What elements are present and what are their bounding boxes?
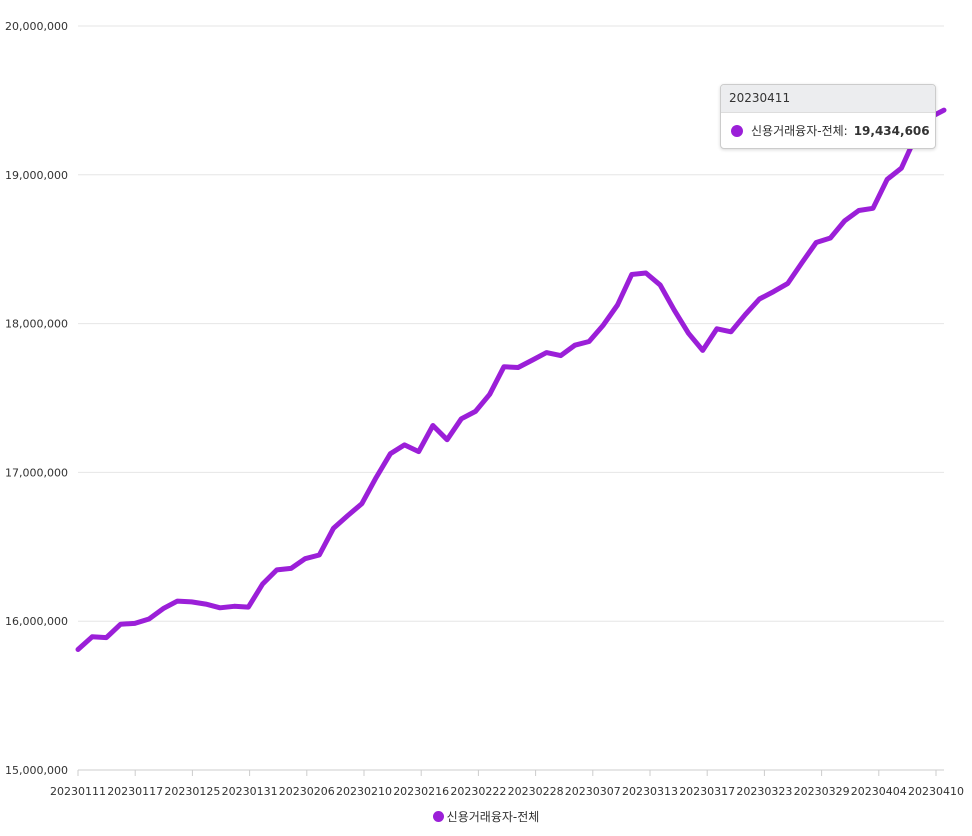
- x-tick-label: 20230222: [450, 785, 506, 798]
- tooltip-series-dot: [731, 125, 743, 137]
- x-tick-label: 20230410: [908, 785, 964, 798]
- x-tick-label: 20230125: [164, 785, 220, 798]
- tooltip-value: 19,434,606: [853, 124, 930, 138]
- y-tick-label: 20,000,000: [5, 20, 68, 33]
- series-layer: [75, 107, 947, 652]
- legend-series-label[interactable]: 신용거래융자-전체: [446, 810, 540, 824]
- y-tick-label: 16,000,000: [5, 615, 68, 628]
- x-tick-label: 20230210: [336, 785, 392, 798]
- y-tick-label: 15,000,000: [5, 764, 68, 777]
- tooltip-series-label: 신용거래융자-전체:: [751, 124, 848, 138]
- x-axis: 20230111 20230117 20230125 20230131 20230206…: [50, 769, 964, 798]
- x-tick-label: 20230111: [50, 785, 106, 798]
- x-tick-label: 20230323: [736, 785, 792, 798]
- x-tick-label: 20230404: [851, 785, 907, 798]
- series-line[interactable]: [75, 107, 947, 652]
- tooltip-date: 20230411: [721, 85, 935, 113]
- y-tick-label: 17,000,000: [5, 466, 68, 479]
- x-tick-label: 20230228: [508, 785, 564, 798]
- x-tick-label: 20230117: [107, 785, 163, 798]
- x-tick-label: 20230329: [794, 785, 850, 798]
- legend-series-dot[interactable]: [432, 811, 444, 822]
- y-tick-label: 19,000,000: [5, 169, 68, 182]
- gridlines: [78, 25, 944, 622]
- x-tick-label: 20230206: [279, 785, 335, 798]
- data-tooltip: 20230411 신용거래융자-전체: 19,434,606: [720, 84, 936, 149]
- x-tick-label: 20230131: [222, 785, 278, 798]
- y-tick-label: 18,000,000: [5, 318, 68, 331]
- tooltip-row: 신용거래융자-전체: 19,434,606: [721, 113, 935, 139]
- x-tick-label: 20230307: [565, 785, 621, 798]
- y-axis: 15,000,000 16,000,000 17,000,000 18,000,000…: [5, 20, 68, 777]
- x-tick-label: 20230216: [393, 785, 449, 798]
- x-tick-label: 20230313: [622, 785, 678, 798]
- x-tick-label: 20230317: [679, 785, 735, 798]
- chart-legend[interactable]: 신용거래융자-전체: [0, 808, 972, 825]
